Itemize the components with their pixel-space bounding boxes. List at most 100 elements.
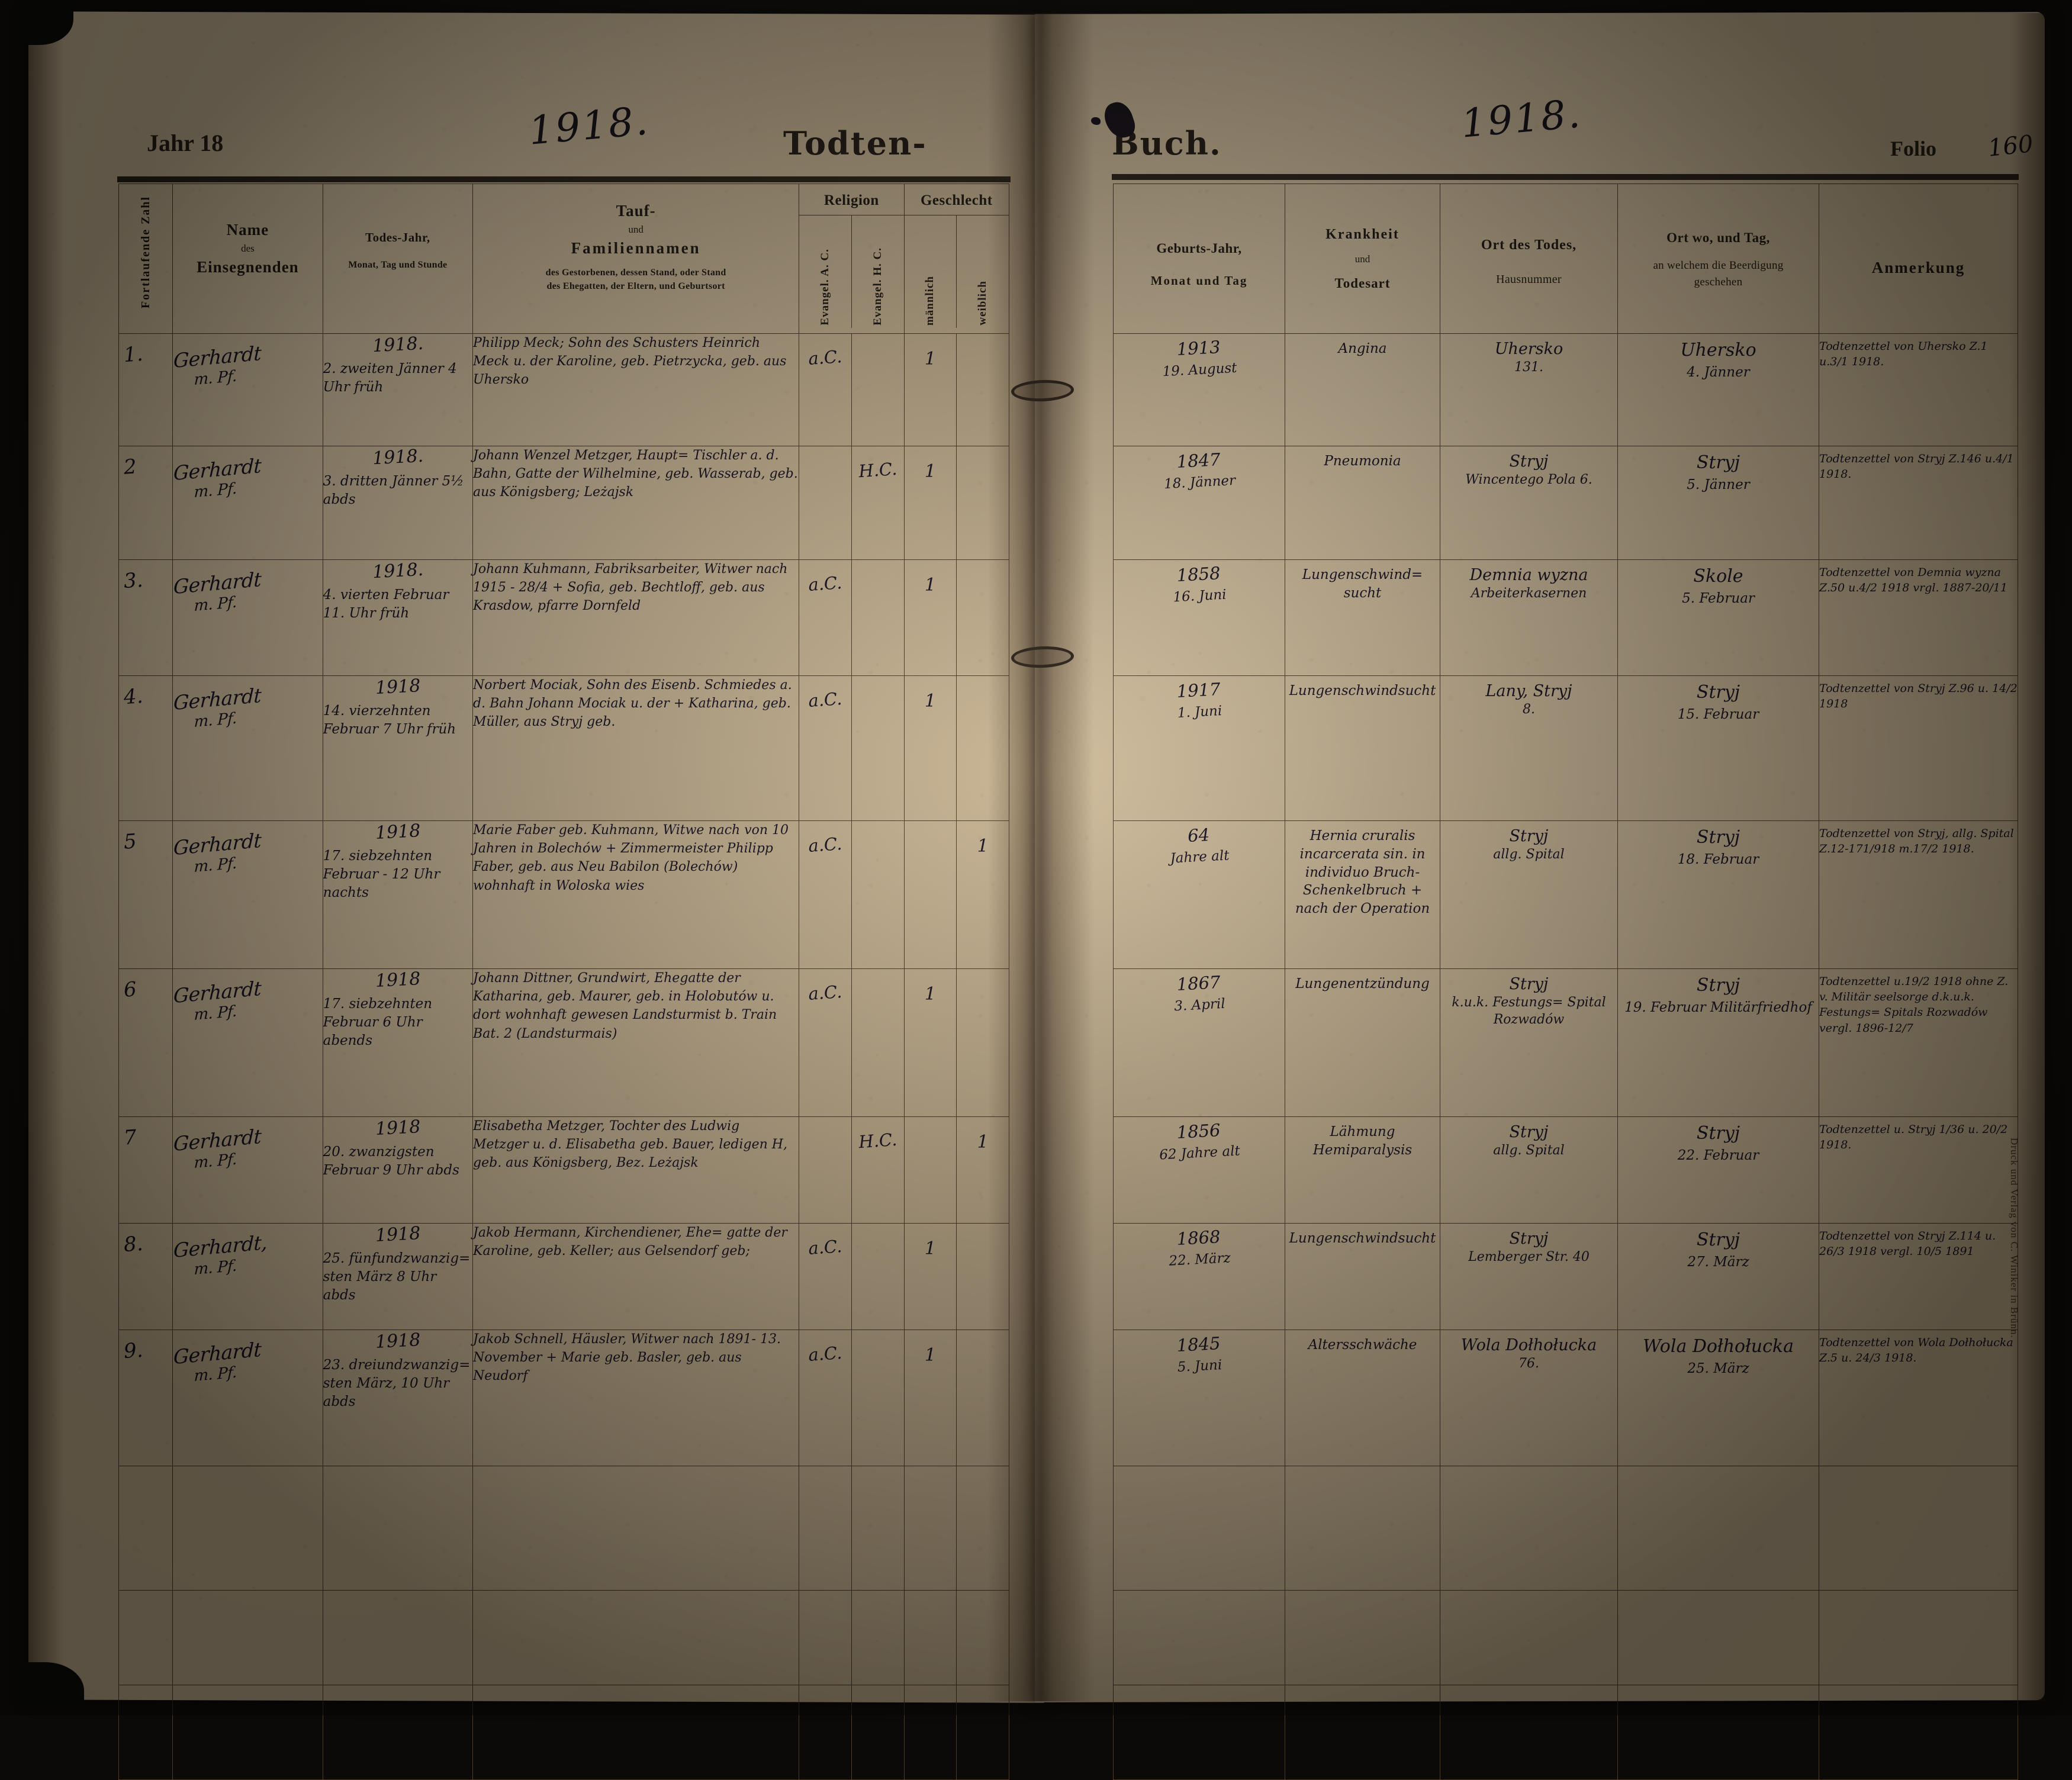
- cell-sex-female: [957, 1224, 1009, 1330]
- header-sex-group: Geschlecht männlich weiblich: [904, 184, 1009, 334]
- empty-table-row[interactable]: [119, 1685, 1009, 1780]
- cell-illness: Angina: [1285, 334, 1440, 446]
- cell-remark: Todtenzettel von Wola Dołhołucka Z.5 u. …: [1819, 1330, 2018, 1466]
- cell-empty: [473, 1466, 799, 1591]
- cell-religion-hc: [851, 334, 904, 446]
- cell-empty: [323, 1591, 472, 1685]
- cell-sex-female: [957, 446, 1009, 560]
- folio-number: 160: [1987, 130, 2035, 162]
- cell-remark: Todtenzettel von Stryj Z.146 u.4/1 1918.: [1819, 446, 2018, 560]
- header-officiant: Name des Einsegnenden: [173, 184, 323, 334]
- header-illness: Krankheit und Todesart: [1285, 184, 1440, 334]
- header-number: Fortlaufende Zahl: [119, 184, 173, 334]
- cell-empty: [1285, 1685, 1440, 1780]
- cell-illness: Pneumonia: [1285, 446, 1440, 560]
- cell-remark: Todtenzettel von Stryj Z.96 u. 14/2 1918: [1819, 676, 2018, 821]
- cell-sex-female: [957, 1330, 1009, 1466]
- cell-names: Norbert Mociak, Sohn des Eisenb. Schmied…: [473, 676, 799, 821]
- cell-empty: [1618, 1685, 1819, 1780]
- cell-religion-hc: [851, 969, 904, 1117]
- cell-sex-male: 1: [904, 676, 957, 821]
- cell-religion-hc: [851, 821, 904, 969]
- cell-names: Elisabetha Metzger, Tochter des Ludwig M…: [473, 1117, 799, 1224]
- cell-empty: [957, 1466, 1009, 1591]
- cell-illness: Lungenschwindsucht: [1285, 676, 1440, 821]
- cell-empty: [473, 1685, 799, 1780]
- cell-sex-male: 1: [904, 334, 957, 446]
- cell-empty: [851, 1591, 904, 1685]
- cell-empty: [1114, 1466, 1285, 1591]
- folio-label: Folio: [1890, 136, 1936, 161]
- empty-table-row[interactable]: [1114, 1685, 2018, 1780]
- page-title-left: Todten-: [783, 124, 927, 162]
- empty-table-row[interactable]: [1114, 1591, 2018, 1685]
- empty-table-row[interactable]: [119, 1591, 1009, 1685]
- register-table-left: Fortlaufende Zahl Name des Einsegnenden …: [118, 184, 1009, 1780]
- cell-illness: Altersschwäche: [1285, 1330, 1440, 1466]
- empty-table-row[interactable]: [119, 1466, 1009, 1591]
- cell-religion-ac: a.C.: [799, 1330, 852, 1466]
- cell-sex-male: 1: [904, 446, 957, 560]
- cell-sex-female: [957, 560, 1009, 676]
- cell-names: Johann Dittner, Grundwirt, Ehegatte der …: [473, 969, 799, 1117]
- cell-empty: [957, 1685, 1009, 1780]
- header-place-of-death: Ort des Todes, Hausnummer: [1440, 184, 1618, 334]
- header-religion-ac: Evangel. A. C.: [799, 215, 851, 328]
- scanned-register-page: Jahr 18 1918. Todten- Buch. 1918. Folio …: [0, 0, 2072, 1715]
- printer-imprint: Druck und Verlag von C. Winiker in Brünn…: [2008, 1138, 2020, 1338]
- cell-religion-hc: [851, 1224, 904, 1330]
- header-remark: Anmerkung: [1819, 184, 2018, 334]
- cell-religion-hc: H.C.: [851, 1117, 904, 1224]
- cell-remark: Todtenzettel u.19/2 1918 ohne Z. v. Mili…: [1819, 969, 2018, 1117]
- cell-empty: [1618, 1591, 1819, 1685]
- cell-names: Johann Wenzel Metzger, Haupt= Tischler a…: [473, 446, 799, 560]
- empty-table-row[interactable]: [1114, 1466, 2018, 1591]
- cell-death-date: 1918.2. zweiten Jänner 4 Uhr früh: [323, 334, 472, 446]
- printed-year-label: Jahr 18: [147, 129, 223, 157]
- cell-illness: Hernia cruralis incarcerata sin. in indi…: [1285, 821, 1440, 969]
- cell-empty: [1114, 1591, 1285, 1685]
- cell-empty: [173, 1466, 323, 1591]
- cell-illness: Lungenentzündung: [1285, 969, 1440, 1117]
- cell-empty: [1819, 1685, 2018, 1780]
- cell-number: 4.: [119, 676, 173, 821]
- cell-empty: [119, 1685, 173, 1780]
- cell-sex-male: [904, 1117, 957, 1224]
- header-sex-male: männlich: [905, 215, 957, 328]
- cell-sex-male: 1: [904, 969, 957, 1117]
